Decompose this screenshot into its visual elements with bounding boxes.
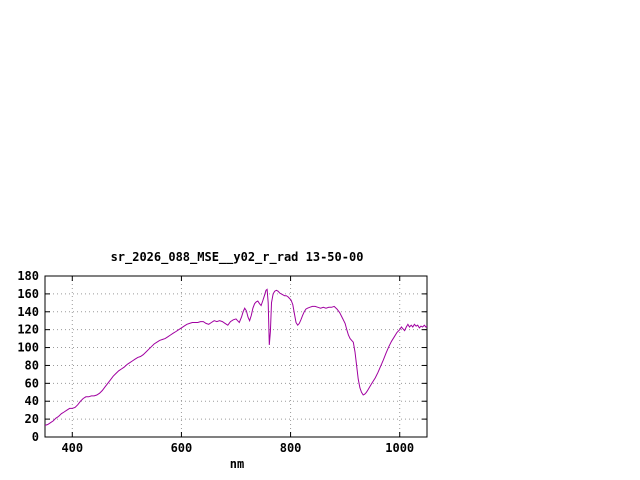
y-tick-label: 0	[32, 430, 39, 444]
data-line-spectral-radiance-curve	[44, 288, 428, 426]
y-tick-label: 20	[25, 412, 39, 426]
chart-title: sr_2026_088_MSE__y02_r_rad 13-50-00	[110, 250, 364, 264]
x-axis-label: nm	[229, 457, 245, 471]
y-tick-label: 100	[17, 341, 39, 355]
x-tick-label: 600	[171, 441, 193, 455]
y-tick-label: 60	[25, 376, 39, 390]
y-tick-label: 80	[25, 358, 39, 372]
y-tick-label: 120	[17, 323, 39, 337]
y-tick-label: 40	[25, 394, 39, 408]
y-tick-label: 140	[17, 305, 39, 319]
y-tick-label: 160	[17, 287, 39, 301]
y-tick-label: 180	[17, 269, 39, 283]
x-tick-label: 400	[61, 441, 83, 455]
plot-border	[44, 275, 428, 438]
x-tick-label: 1000	[385, 441, 414, 455]
x-tick-label: 800	[280, 441, 302, 455]
